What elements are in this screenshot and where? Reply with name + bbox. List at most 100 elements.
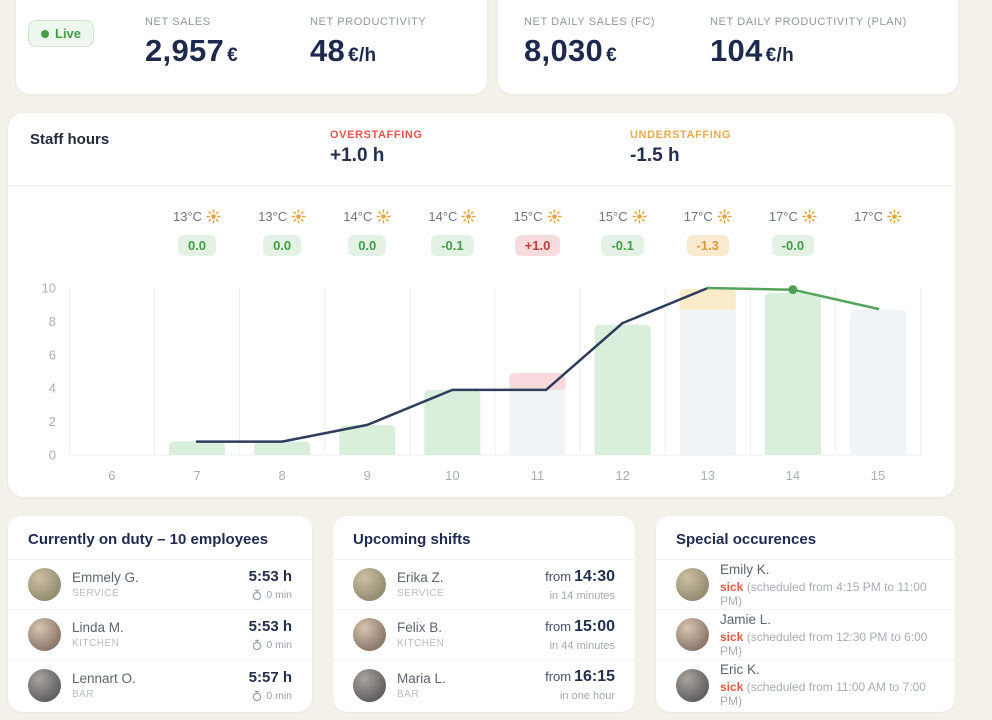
y-axis-tick: 4 [49,381,56,396]
temperature-label: 17°C [769,209,817,224]
scheduled-range: (scheduled from 11:00 AM to 7:00 PM) [720,680,926,708]
temperature-text: 14°C [343,209,373,224]
bar-13-yellow[interactable] [679,288,736,310]
temperature-text: 15°C [598,209,628,224]
x-axis-tick: 12 [615,468,629,483]
live-kpi-card: Live NET SALES 2,957 € NET PRODUCTIVITY 4… [16,0,487,94]
kpi-unit: €/h [348,45,377,66]
staffing-delta-badge: 0.0 [348,235,387,256]
staffing-delta-badge: +1.0 [514,235,561,256]
panel-divider [8,185,955,186]
employee-role: SERVICE [72,588,120,599]
avatar [353,618,386,651]
bar-12-green[interactable] [594,324,651,455]
understaffing-label: UNDERSTAFFING [630,129,732,141]
kpi-label: NET DAILY SALES (FC) [524,16,656,28]
live-badge[interactable]: Live [28,20,95,47]
temperature-text: 17°C [768,209,798,224]
kpi-net-productivity: NET PRODUCTIVITY 48 €/h [310,16,426,69]
card-title: Upcoming shifts [333,516,635,560]
staffing-delta-badge: 0.0 [263,235,302,256]
kpi-label: NET SALES [145,16,211,28]
kpi-value: 104 €/h [710,33,907,69]
sun-icon [206,209,221,224]
x-axis-tick: 13 [701,468,715,483]
avatar [353,668,386,702]
avatar [353,568,386,601]
bar-14-green[interactable] [764,293,821,455]
employee-info: Maria L. BAR [397,671,446,700]
temperature-text: 13°C [258,209,288,224]
sun-icon [632,209,647,224]
currently-on-duty-card: Currently on duty – 10 employees Emmely … [8,516,312,712]
employee-name: Emmely G. [72,570,139,585]
kpi-number: 2,957 [145,33,225,68]
status-label: sick [720,629,744,644]
bar-9-green[interactable] [339,424,396,455]
special-occurence-row[interactable]: Eric K. sick (scheduled from 11:00 AM to … [656,660,955,710]
kpi-value: 48 €/h [310,33,426,69]
employee-name: Maria L. [397,670,446,686]
x-axis-tick: 8 [279,468,286,483]
sun-icon [717,209,732,224]
break-timer-icon [253,639,262,651]
x-axis-tick: 7 [193,468,200,483]
weather-column: 15°C +1.0 [496,208,580,256]
kpi-net-sales: NET SALES 2,957 € [145,16,238,69]
bar-15-gray[interactable] [850,309,906,455]
kpi-label: NET DAILY PRODUCTIVITY (PLAN) [710,16,907,28]
staffing-delta-badge: -0.1 [431,235,474,256]
break-minutes: 0 min [266,639,292,651]
sun-icon [376,209,391,224]
shift-duration-block: 5:53 h 0 min [249,618,292,651]
temperature-text: 13°C [172,209,203,224]
card-title: Currently on duty – 10 employees [8,516,312,560]
employee-info: Eric K. sick (scheduled from 11:00 AM to … [720,662,935,708]
employee-row[interactable]: Linda M. KITCHEN 5:53 h 0 min [8,610,312,660]
worked-hours: 5:57 h [248,668,292,686]
shift-start: from 15:00 [545,618,615,636]
occurence-detail: sick (scheduled from 12:30 PM to 6:00 PM… [720,630,935,658]
bar-7-green[interactable] [169,441,225,455]
bar-11-gray[interactable] [509,389,566,455]
y-axis-tick: 10 [42,281,56,296]
shift-countdown: in 14 minutes [549,589,615,602]
employee-row[interactable]: Emmely G. SERVICE 5:53 h 0 min [8,560,312,610]
special-occurences-card: Special occurences Emily K. sick (schedul… [656,516,955,712]
special-occurence-row[interactable]: Jamie L. sick (scheduled from 12:30 PM to… [656,610,955,660]
staff-hours-chart[interactable]: 0 2 4 6 8 10 6 7 8 9 10 11 12 13 14 15 [8,273,955,497]
special-occurence-row[interactable]: Emily K. sick (scheduled from 4:15 PM to … [656,560,955,610]
bar-8-green[interactable] [254,441,311,455]
weather-column: 14°C 0.0 [325,208,409,256]
employee-role: KITCHEN [397,638,445,649]
employee-name: Lennart O. [72,670,136,686]
employee-role: SERVICE [397,588,445,599]
bar-10-green[interactable] [424,389,481,455]
bar-13-gray[interactable] [679,309,736,455]
upcoming-shift-row[interactable]: Erika Z. SERVICE from 14:30 in 14 minutes [333,560,635,610]
scheduled-range: (scheduled from 12:30 PM to 6:00 PM) [720,629,928,658]
employee-row[interactable]: Lennart O. BAR 5:57 h 0 min [8,660,312,710]
worked-hours: 5:53 h [248,568,292,585]
break-minutes: 0 min [266,589,292,601]
x-axis-tick: 9 [364,468,371,483]
kpi-number: 104 [710,33,763,68]
upcoming-shift-row[interactable]: Felix B. KITCHEN from 15:00 in 44 minutes [333,610,635,660]
kpi-value: 8,030 € [524,33,655,69]
staffing-delta-badge: -0.1 [601,235,644,256]
avatar [676,568,709,601]
sun-icon [546,209,562,224]
break-minutes: 0 min [266,689,292,702]
scheduled-range: (scheduled from 4:15 PM to 11:00 PM) [720,579,927,608]
temperature-label: 17°C [684,209,732,224]
temperature-text: 15°C [513,209,543,224]
from-label: from [545,669,572,684]
temperature-text: 14°C [428,209,458,224]
shift-start: from 14:30 [545,568,615,586]
employee-info: Emily K. sick (scheduled from 4:15 PM to … [720,562,935,608]
break-time: 0 min [249,690,292,702]
upcoming-shift-row[interactable]: Maria L. BAR from 16:15 in one hour [333,660,635,710]
y-axis-tick: 8 [49,314,56,329]
staff-hours-panel: Staff hours OVERSTAFFING +1.0 h UNDERSTA… [8,113,955,497]
special-occurences-list: Emily K. sick (scheduled from 4:15 PM to … [656,560,955,710]
